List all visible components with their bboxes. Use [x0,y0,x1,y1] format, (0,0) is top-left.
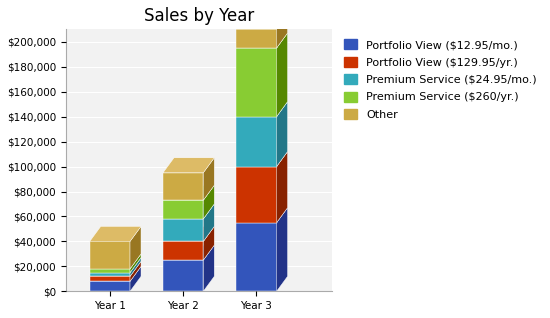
Polygon shape [236,223,277,291]
Title: Sales by Year: Sales by Year [144,7,254,25]
Polygon shape [277,208,288,291]
Polygon shape [277,152,288,223]
Polygon shape [90,254,141,269]
Polygon shape [277,33,288,117]
Polygon shape [236,208,288,223]
Polygon shape [236,29,277,48]
Polygon shape [236,14,288,29]
Polygon shape [277,14,288,48]
Polygon shape [90,258,141,273]
Polygon shape [163,173,204,200]
Polygon shape [204,158,214,200]
Polygon shape [163,226,214,241]
Polygon shape [236,33,288,48]
Polygon shape [163,245,214,260]
Polygon shape [236,102,288,117]
Polygon shape [236,152,288,167]
Polygon shape [163,185,214,200]
Polygon shape [130,261,141,281]
Polygon shape [90,273,130,276]
Polygon shape [204,185,214,219]
Polygon shape [90,226,141,241]
Polygon shape [163,158,214,173]
Polygon shape [236,48,277,117]
Polygon shape [90,276,130,281]
Polygon shape [90,241,130,269]
Polygon shape [163,219,204,241]
Polygon shape [163,204,214,219]
Polygon shape [163,241,204,260]
Polygon shape [163,200,204,219]
Polygon shape [130,258,141,276]
Polygon shape [130,266,141,291]
Polygon shape [90,266,141,281]
Polygon shape [90,281,130,291]
Polygon shape [204,226,214,260]
Polygon shape [277,102,288,167]
Polygon shape [90,269,130,273]
Polygon shape [90,261,141,276]
Polygon shape [236,167,277,223]
Legend: Portfolio View ($12.95/mo.), Portfolio View ($129.95/yr.), Premium Service ($24.: Portfolio View ($12.95/mo.), Portfolio V… [340,35,541,124]
Polygon shape [163,260,204,291]
Polygon shape [236,117,277,167]
Polygon shape [130,226,141,269]
Polygon shape [204,204,214,241]
Polygon shape [204,245,214,291]
Polygon shape [130,254,141,273]
